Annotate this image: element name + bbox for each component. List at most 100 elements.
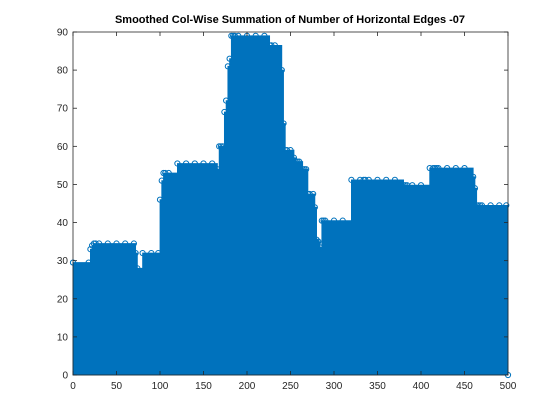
data-point [132,249,139,257]
y-tick-label: 20 [57,294,69,305]
y-tick-label: 10 [57,332,69,343]
data-point [400,182,407,189]
data-point [417,182,425,189]
data-point [431,164,439,172]
y-tick-label: 90 [57,28,69,39]
data-point [503,202,510,209]
data-point [299,166,306,173]
data-point [148,249,155,257]
data-point [191,160,198,167]
y-tick-label: 70 [57,104,69,115]
series-area-0 [72,35,509,376]
y-tick-label: 30 [57,256,69,267]
x-tick-label: 400 [413,381,430,392]
x-tick-label: 300 [326,381,343,392]
data-point [89,242,96,249]
data-point [391,176,398,183]
x-tick-label: 200 [239,381,256,392]
data-point [156,196,164,203]
x-tick-label: 50 [111,381,123,392]
data-point [224,63,231,70]
data-point [268,42,275,49]
data-point [290,154,298,161]
data-point [471,185,479,192]
data-point [310,190,317,198]
data-point [252,32,259,39]
data-point [104,240,111,247]
x-tick-label: 150 [195,381,212,392]
data-point [209,160,216,167]
data-point [470,173,477,180]
data-point [174,160,181,167]
data-point [113,240,120,247]
area-fill-layer [72,35,509,376]
data-point [283,147,291,154]
x-tick-label: 350 [369,381,386,392]
data-point [362,176,369,183]
x-tick-label: 0 [70,381,76,392]
marker-layer [69,32,512,379]
data-point [294,158,301,165]
y-tick-label: 50 [57,180,69,191]
data-point [85,259,92,266]
x-tick-label: 450 [456,381,473,392]
data-point [92,240,99,247]
data-point [475,202,482,209]
data-point [303,166,310,173]
data-point [339,217,346,224]
data-point [435,164,442,172]
data-point [444,164,451,172]
y-tick-label: 0 [62,371,68,382]
data-point [216,143,223,150]
data-point [306,190,313,198]
data-point [487,202,494,209]
x-tick-label: 100 [152,381,169,392]
x-tick-label: 500 [500,381,517,392]
data-point [158,177,165,184]
data-point [235,32,242,39]
x-tick-label: 250 [282,381,299,392]
data-point [496,202,503,209]
data-point [200,160,207,167]
chart-title: Smoothed Col-Wise Summation of Number of… [115,14,465,26]
data-point [217,143,224,150]
data-point [330,217,338,224]
data-point [165,169,172,177]
data-point [348,176,355,183]
data-point [219,143,226,150]
data-point [316,244,324,251]
data-point [280,120,287,127]
data-point [261,32,268,39]
data-point [322,217,329,224]
data-point [228,32,235,39]
data-point [433,164,440,172]
data-point [365,176,372,183]
data-point [214,166,221,173]
data-point [183,160,190,167]
data-point [296,158,303,165]
data-point [320,217,327,224]
data-point [139,249,146,257]
data-point [301,166,308,173]
data-point [292,158,299,165]
data-point [162,169,169,177]
data-point [278,67,285,74]
data-point [155,249,162,257]
data-point [87,246,94,253]
data-point [223,97,230,104]
data-point [271,42,278,49]
data-point [231,32,238,39]
data-point [318,217,325,224]
data-point [452,164,459,172]
data-point [461,164,468,172]
data-point [96,240,103,247]
data-point [221,108,228,116]
data-point [313,236,320,243]
data-point [122,240,129,247]
data-point [311,204,318,211]
data-point [402,182,409,189]
data-point [315,238,322,245]
data-point [383,176,390,183]
data-point [226,55,233,62]
